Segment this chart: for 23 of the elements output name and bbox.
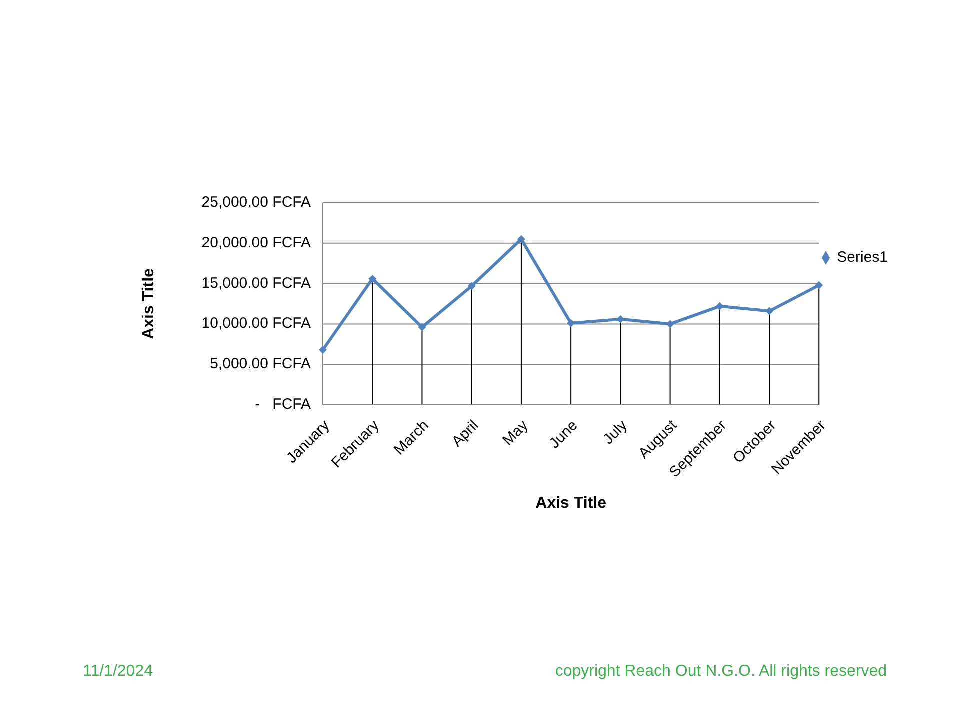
point xyxy=(468,282,476,290)
point xyxy=(666,320,674,328)
legend-label: Series1 xyxy=(837,249,888,266)
point xyxy=(716,302,724,310)
text: copyright Reach Out N.G.O. All rights reserved xyxy=(555,663,887,681)
y-tick-label: 15,000.00 FCFA xyxy=(202,274,311,292)
point xyxy=(517,235,526,244)
point xyxy=(368,274,377,283)
y-axis-title: Axis Title xyxy=(140,268,158,340)
y-tick-label: 10,000.00 FCFA xyxy=(202,315,311,332)
x-tick-label: July xyxy=(600,416,632,448)
x-axis-title: Axis Title xyxy=(536,495,607,512)
point xyxy=(319,346,327,354)
text: 11/1/2024 xyxy=(83,663,153,681)
y-tick-label: - FCFA xyxy=(255,396,311,413)
point xyxy=(616,315,625,324)
point xyxy=(815,281,824,290)
y-tick-label: 5,000.00 FCFA xyxy=(210,356,311,373)
point xyxy=(418,323,426,332)
x-tick-label: May xyxy=(500,416,532,450)
point xyxy=(766,307,774,316)
y-tick-label: 25,000.00 FCFA xyxy=(202,194,311,211)
y-tick-label: 20,000.00 FCFA xyxy=(202,234,311,252)
